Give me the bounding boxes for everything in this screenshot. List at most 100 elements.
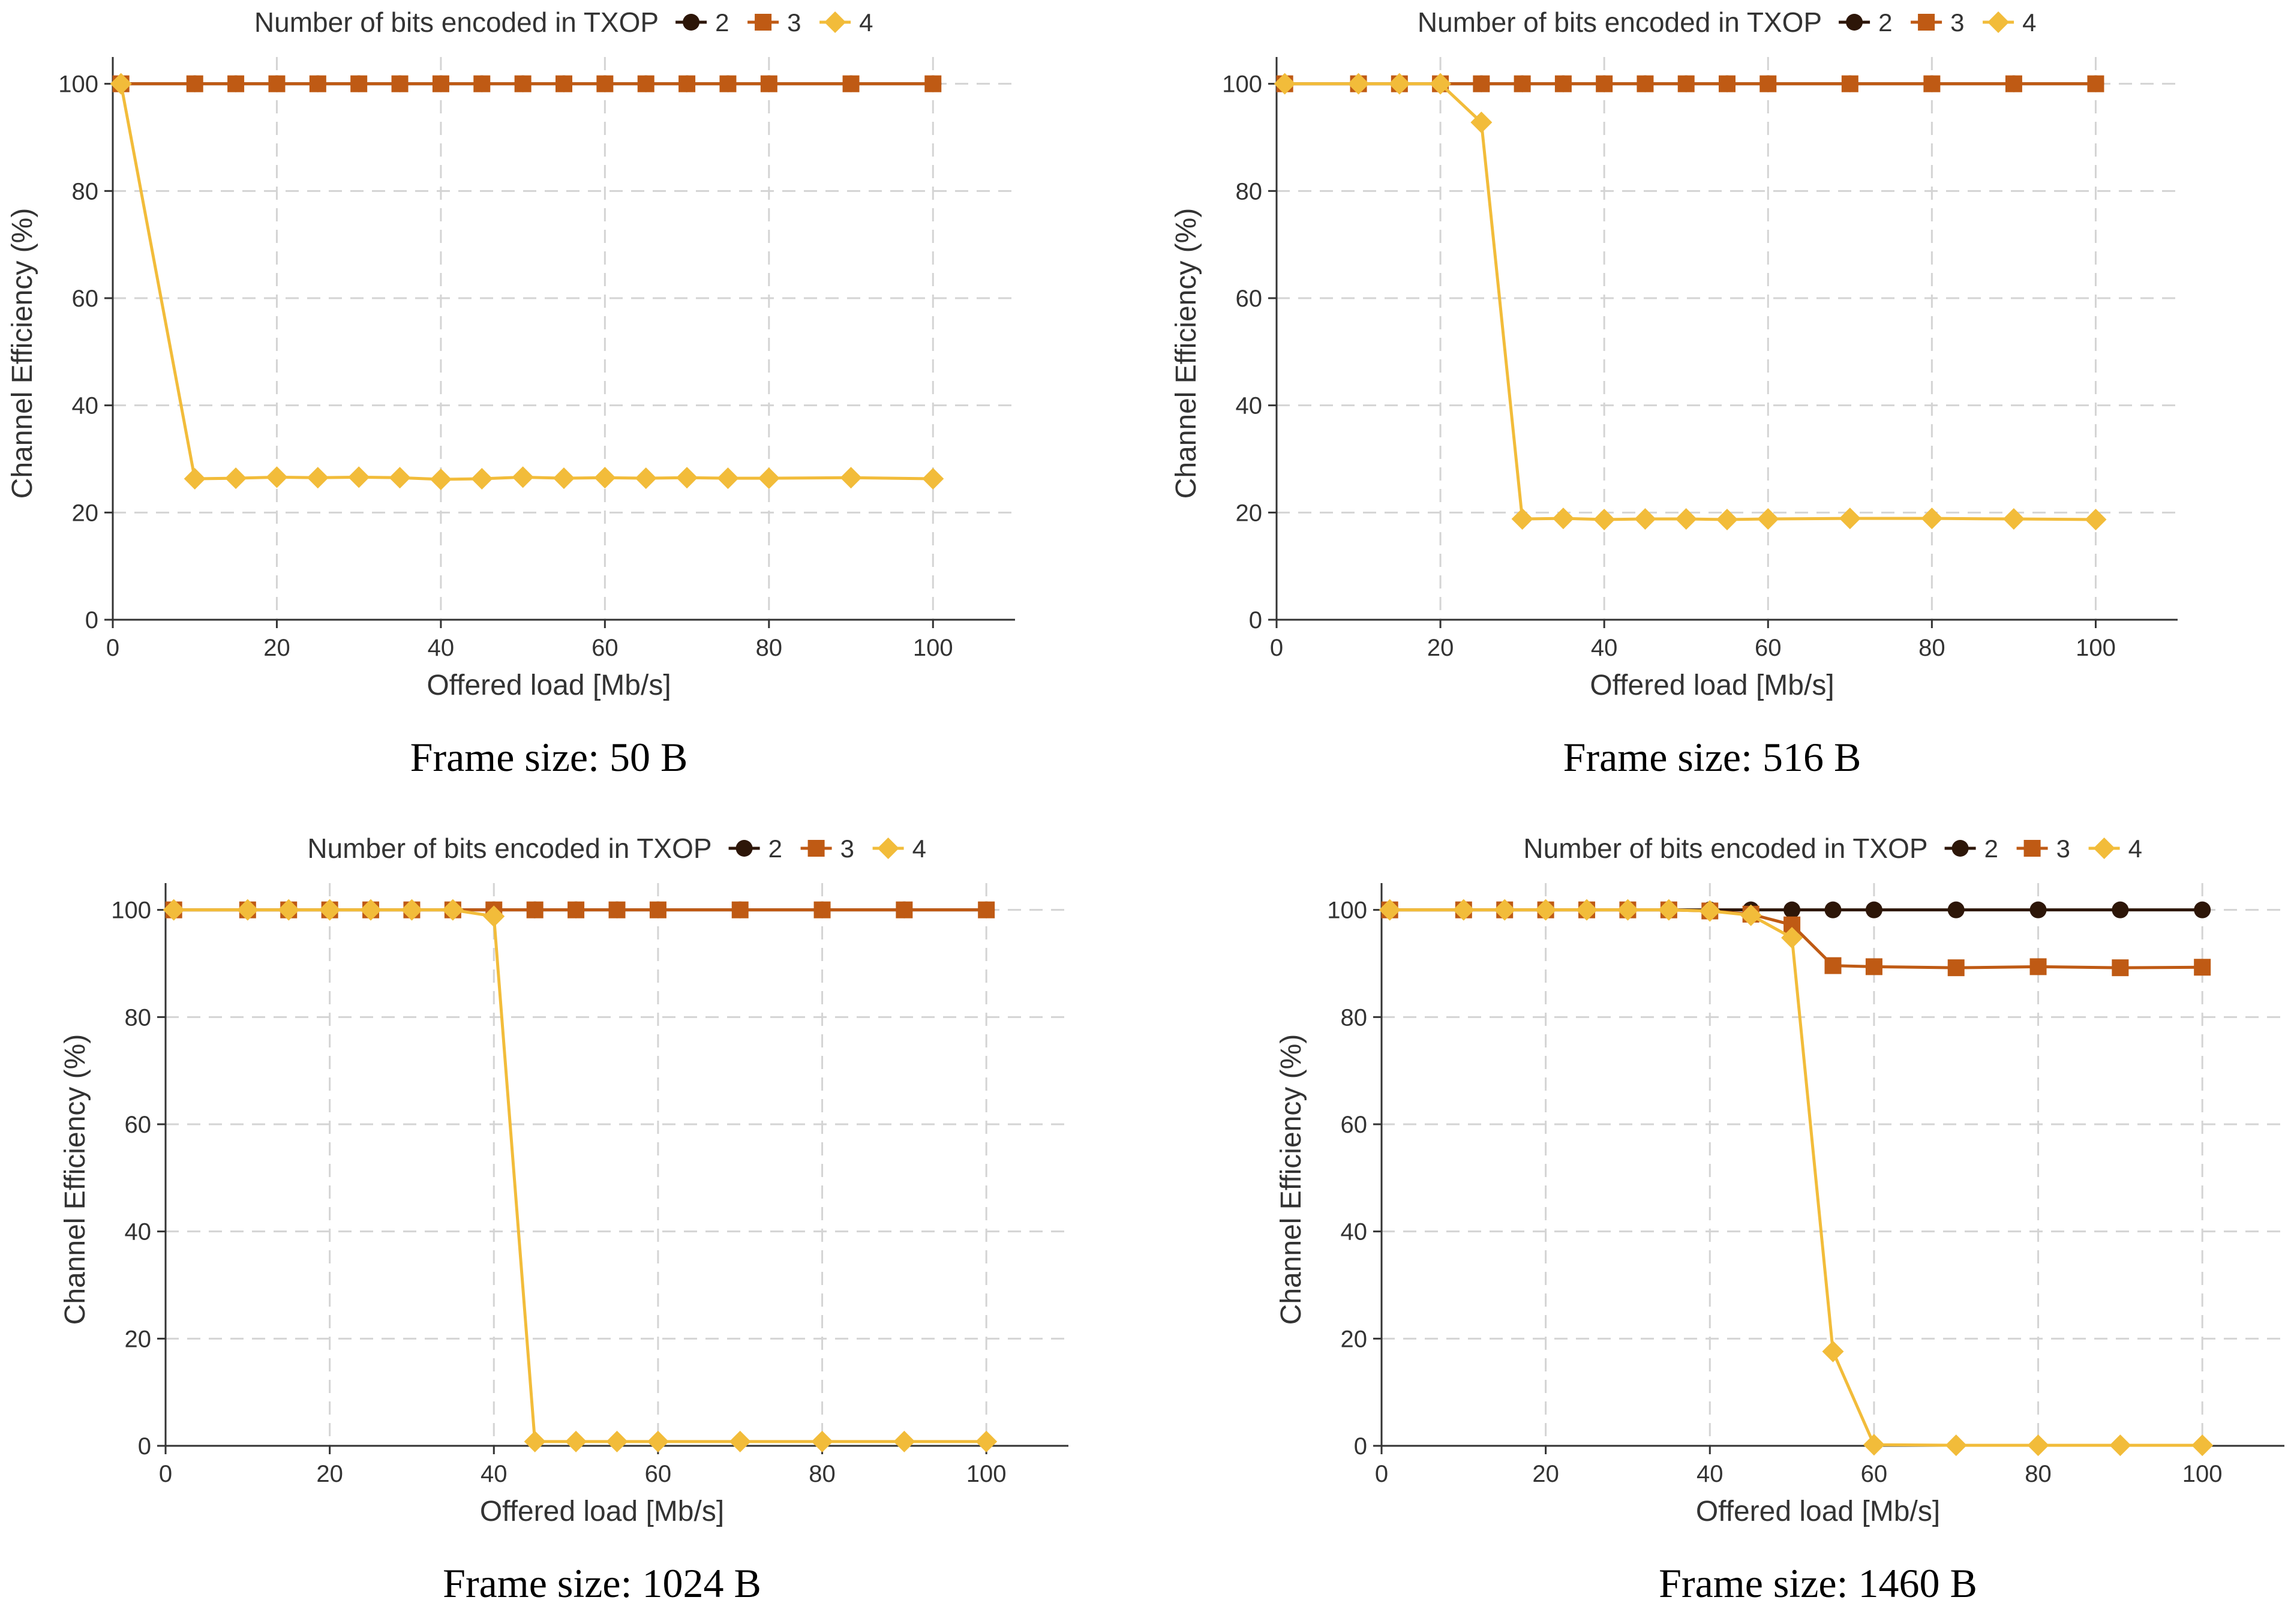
data-point-4 xyxy=(975,1430,998,1452)
legend-marker xyxy=(2023,840,2041,857)
data-point-3 xyxy=(813,901,831,918)
legend-marker xyxy=(2093,837,2115,859)
chart-panel-4: 0 20 40 60 80 100 0 20 40 60 80 100 Offered load [Mb… xyxy=(1275,833,2284,1606)
panel-caption: Frame size: 1460 B xyxy=(1659,1560,1977,1606)
y-tick-label: 20 xyxy=(72,500,99,526)
y-tick-label: 80 xyxy=(1341,1004,1368,1031)
data-point-3 xyxy=(1759,75,1777,92)
data-point-2 xyxy=(2112,901,2129,918)
legend-marker xyxy=(1987,11,2010,33)
data-point-3 xyxy=(432,75,449,92)
legend-item-2: 2 xyxy=(1839,8,1892,37)
x-tick-label: 40 xyxy=(1591,635,1618,661)
data-point-3 xyxy=(678,75,696,92)
data-point-3 xyxy=(268,75,286,92)
y-tick-label: 40 xyxy=(1341,1219,1368,1245)
legend-item-4: 4 xyxy=(2088,834,2142,863)
y-axis-label: Channel Efficiency (%) xyxy=(1170,208,1202,499)
data-point-4 xyxy=(1379,899,1401,921)
chart-panel-2: 0 20 40 60 80 100 0 20 40 60 80 100 Offered load [Mb… xyxy=(1170,7,2178,780)
data-point-4 xyxy=(2085,508,2107,530)
data-point-3 xyxy=(526,901,544,918)
data-point-3 xyxy=(309,75,326,92)
legend-label: 3 xyxy=(1950,8,1964,37)
data-point-3 xyxy=(1923,75,1941,92)
data-point-4 xyxy=(2002,508,2025,530)
series-line-4 xyxy=(1284,82,2096,521)
legend-title: Number of bits encoded in TXOP xyxy=(254,7,659,38)
y-tick-label: 100 xyxy=(1327,897,1367,924)
data-point-4 xyxy=(360,899,382,921)
y-tick-label: 80 xyxy=(125,1004,152,1031)
data-point-3 xyxy=(568,901,585,918)
data-point-4 xyxy=(594,467,616,489)
legend-marker xyxy=(1846,14,1863,31)
data-point-4 xyxy=(1430,73,1452,95)
legend-marker xyxy=(683,14,700,31)
data-point-4 xyxy=(471,468,493,490)
data-point-4 xyxy=(1593,508,1616,530)
x-tick-label: 40 xyxy=(428,635,455,661)
panel-caption: Frame size: 516 B xyxy=(1563,734,1861,780)
data-point-4 xyxy=(236,899,259,921)
y-tick-label: 0 xyxy=(85,607,98,634)
data-point-3 xyxy=(227,75,245,92)
x-tick-label: 20 xyxy=(1427,635,1454,661)
data-point-4 xyxy=(647,1430,669,1452)
data-point-3 xyxy=(2194,959,2211,976)
y-axis-label: Channel Efficiency (%) xyxy=(7,208,38,499)
x-tick-label: 100 xyxy=(913,635,953,661)
data-point-4 xyxy=(2109,1434,2131,1457)
legend-label: 2 xyxy=(768,834,782,863)
data-point-4 xyxy=(1716,508,1738,530)
y-tick-label: 20 xyxy=(1236,500,1263,526)
legend-item-4: 4 xyxy=(819,8,873,37)
x-tick-label: 20 xyxy=(263,635,290,661)
legend-label: 2 xyxy=(715,8,729,37)
legend-item-2: 2 xyxy=(1944,834,1998,863)
series-4 xyxy=(1379,899,2214,1457)
x-tick-label: 0 xyxy=(106,635,119,661)
data-point-4 xyxy=(1576,899,1598,921)
data-point-3 xyxy=(514,75,532,92)
legend-item-2: 2 xyxy=(728,834,782,863)
data-point-3 xyxy=(978,901,995,918)
data-point-4 xyxy=(442,899,464,921)
data-point-3 xyxy=(760,75,777,92)
series-4 xyxy=(110,73,944,490)
data-point-2 xyxy=(1783,901,1801,918)
data-point-4 xyxy=(1945,1434,1967,1457)
legend: Number of bits encoded in TXOP 2 3 4 xyxy=(307,833,926,864)
y-tick-label: 60 xyxy=(1341,1112,1368,1138)
series-3 xyxy=(112,75,942,92)
legend-item-3: 3 xyxy=(2016,834,2070,863)
data-point-4 xyxy=(893,1430,915,1452)
data-point-2 xyxy=(2194,901,2211,918)
data-point-2 xyxy=(1865,901,1882,918)
data-point-4 xyxy=(717,467,739,490)
data-point-2 xyxy=(1947,901,1965,918)
data-point-3 xyxy=(731,901,749,918)
data-point-4 xyxy=(430,468,452,490)
y-tick-label: 60 xyxy=(1236,286,1263,312)
y-tick-label: 80 xyxy=(1236,178,1263,205)
x-tick-label: 0 xyxy=(159,1461,172,1487)
x-axis-label: Offered load [Mb/s] xyxy=(480,1496,724,1527)
data-point-4 xyxy=(2027,1434,2049,1457)
chart-panel-1: 0 20 40 60 80 100 0 20 40 60 80 100 Offered load [Mb… xyxy=(7,7,1015,780)
data-point-4 xyxy=(565,1430,587,1452)
legend-label: 2 xyxy=(1984,834,1998,863)
data-point-4 xyxy=(758,467,780,490)
x-tick-label: 20 xyxy=(1532,1461,1559,1487)
data-point-4 xyxy=(1822,1340,1844,1362)
legend-marker xyxy=(1918,14,1935,31)
y-tick-label: 0 xyxy=(138,1433,151,1460)
data-point-4 xyxy=(524,1430,546,1452)
data-point-4 xyxy=(278,899,300,921)
x-tick-label: 0 xyxy=(1375,1461,1388,1487)
data-point-4 xyxy=(840,467,862,489)
data-point-2 xyxy=(2029,901,2047,918)
legend-marker xyxy=(1951,840,1969,857)
x-tick-label: 60 xyxy=(645,1461,672,1487)
